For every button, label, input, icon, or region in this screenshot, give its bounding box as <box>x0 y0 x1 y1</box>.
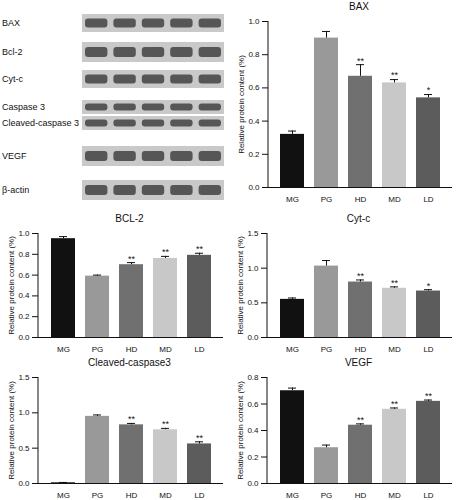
html-text:BCL-2: BCL-2 <box>115 213 144 224</box>
svg-text:Cleaved-caspase 3: Cleaved-caspase 3 <box>2 118 79 128</box>
svg-text:0.5: 0.5 <box>18 444 30 453</box>
svg-text:1.0: 1.0 <box>248 17 260 26</box>
svg-text:**: ** <box>128 414 136 424</box>
svg-text:1.5: 1.5 <box>247 229 259 238</box>
svg-text:Relative protein content (%): Relative protein content (%) <box>7 381 16 480</box>
svg-text:MG: MG <box>57 345 70 353</box>
svg-text:HD: HD <box>126 491 138 499</box>
svg-text:0.0: 0.0 <box>18 479 30 488</box>
html-text:Cyt-c: Cyt-c <box>346 213 371 224</box>
svg-text:MG: MG <box>286 345 299 353</box>
svg-text:MG: MG <box>286 195 299 203</box>
svg-text:Relative protein content (%): Relative protein content (%) <box>7 236 16 335</box>
svg-text:HD: HD <box>126 345 138 353</box>
svg-text:0.2: 0.2 <box>248 150 260 159</box>
svg-text:*: * <box>427 281 431 291</box>
html-text:Cleaved-caspase3: Cleaved-caspase3 <box>88 357 171 368</box>
svg-text:0.8: 0.8 <box>247 373 259 382</box>
svg-text:**: ** <box>162 247 170 257</box>
svg-text:PG: PG <box>92 345 104 353</box>
svg-text:MG: MG <box>286 491 299 499</box>
svg-text:**: ** <box>391 399 399 409</box>
svg-text:0.6: 0.6 <box>247 400 259 409</box>
svg-text:**: ** <box>196 244 204 254</box>
svg-text:0.6: 0.6 <box>18 271 30 280</box>
svg-text:0.6: 0.6 <box>248 83 260 92</box>
svg-text:1.0: 1.0 <box>18 408 30 417</box>
svg-text:HD: HD <box>355 491 367 499</box>
html-text:VEGF: VEGF <box>344 357 373 368</box>
svg-text:**: ** <box>357 56 365 66</box>
svg-text:**: ** <box>128 254 136 264</box>
svg-text:0.4: 0.4 <box>247 426 259 435</box>
svg-text:0.0: 0.0 <box>247 333 259 342</box>
svg-text:0.2: 0.2 <box>18 312 30 321</box>
svg-text:HD: HD <box>355 195 367 203</box>
svg-text:0.4: 0.4 <box>248 117 260 126</box>
svg-text:LD: LD <box>194 345 204 353</box>
svg-text:VEGF: VEGF <box>2 151 27 161</box>
svg-text:Relative protein content (%): Relative protein content (%) <box>236 381 245 480</box>
svg-text:LD: LD <box>194 491 204 499</box>
svg-text:0.0: 0.0 <box>247 479 259 488</box>
svg-text:LD: LD <box>423 345 433 353</box>
svg-text:1.0: 1.0 <box>18 229 30 238</box>
svg-text:MD: MD <box>388 345 401 353</box>
svg-text:Relative protein content (%): Relative protein content (%) <box>236 236 245 335</box>
svg-text:0.2: 0.2 <box>247 453 259 462</box>
svg-text:MD: MD <box>388 491 401 499</box>
svg-text:**: ** <box>162 419 170 429</box>
svg-text:**: ** <box>196 433 204 443</box>
html-text:BAX: BAX <box>349 1 369 12</box>
svg-text:MD: MD <box>159 345 172 353</box>
svg-text:MD: MD <box>388 195 401 203</box>
svg-text:Cyt-c: Cyt-c <box>2 74 23 84</box>
svg-text:HD: HD <box>355 345 367 353</box>
svg-text:MG: MG <box>57 491 70 499</box>
svg-text:PG: PG <box>92 491 104 499</box>
svg-text:0.8: 0.8 <box>18 250 30 259</box>
svg-text:BAX: BAX <box>2 18 20 28</box>
svg-text:0.4: 0.4 <box>18 291 30 300</box>
svg-text:PG: PG <box>321 491 333 499</box>
svg-text:Caspase 3: Caspase 3 <box>2 102 45 112</box>
svg-text:β-actin: β-actin <box>2 185 29 195</box>
svg-text:MD: MD <box>159 491 172 499</box>
svg-text:Relative protein content (%): Relative protein content (%) <box>237 55 246 154</box>
svg-text:**: ** <box>357 271 365 281</box>
svg-text:PG: PG <box>321 195 333 203</box>
svg-text:**: ** <box>425 391 433 401</box>
svg-text:0.0: 0.0 <box>18 333 30 342</box>
svg-text:1.5: 1.5 <box>18 373 30 382</box>
svg-text:*: * <box>427 85 431 95</box>
svg-text:LD: LD <box>423 491 433 499</box>
svg-text:**: ** <box>391 278 399 288</box>
svg-text:**: ** <box>391 70 399 80</box>
svg-text:0.8: 0.8 <box>248 50 260 59</box>
svg-text:1.0: 1.0 <box>247 264 259 273</box>
svg-text:LD: LD <box>423 195 433 203</box>
svg-text:0.5: 0.5 <box>247 298 259 307</box>
svg-text:0.0: 0.0 <box>248 183 260 192</box>
svg-text:PG: PG <box>321 345 333 353</box>
svg-text:Bcl-2: Bcl-2 <box>2 47 23 57</box>
svg-text:**: ** <box>357 415 365 425</box>
